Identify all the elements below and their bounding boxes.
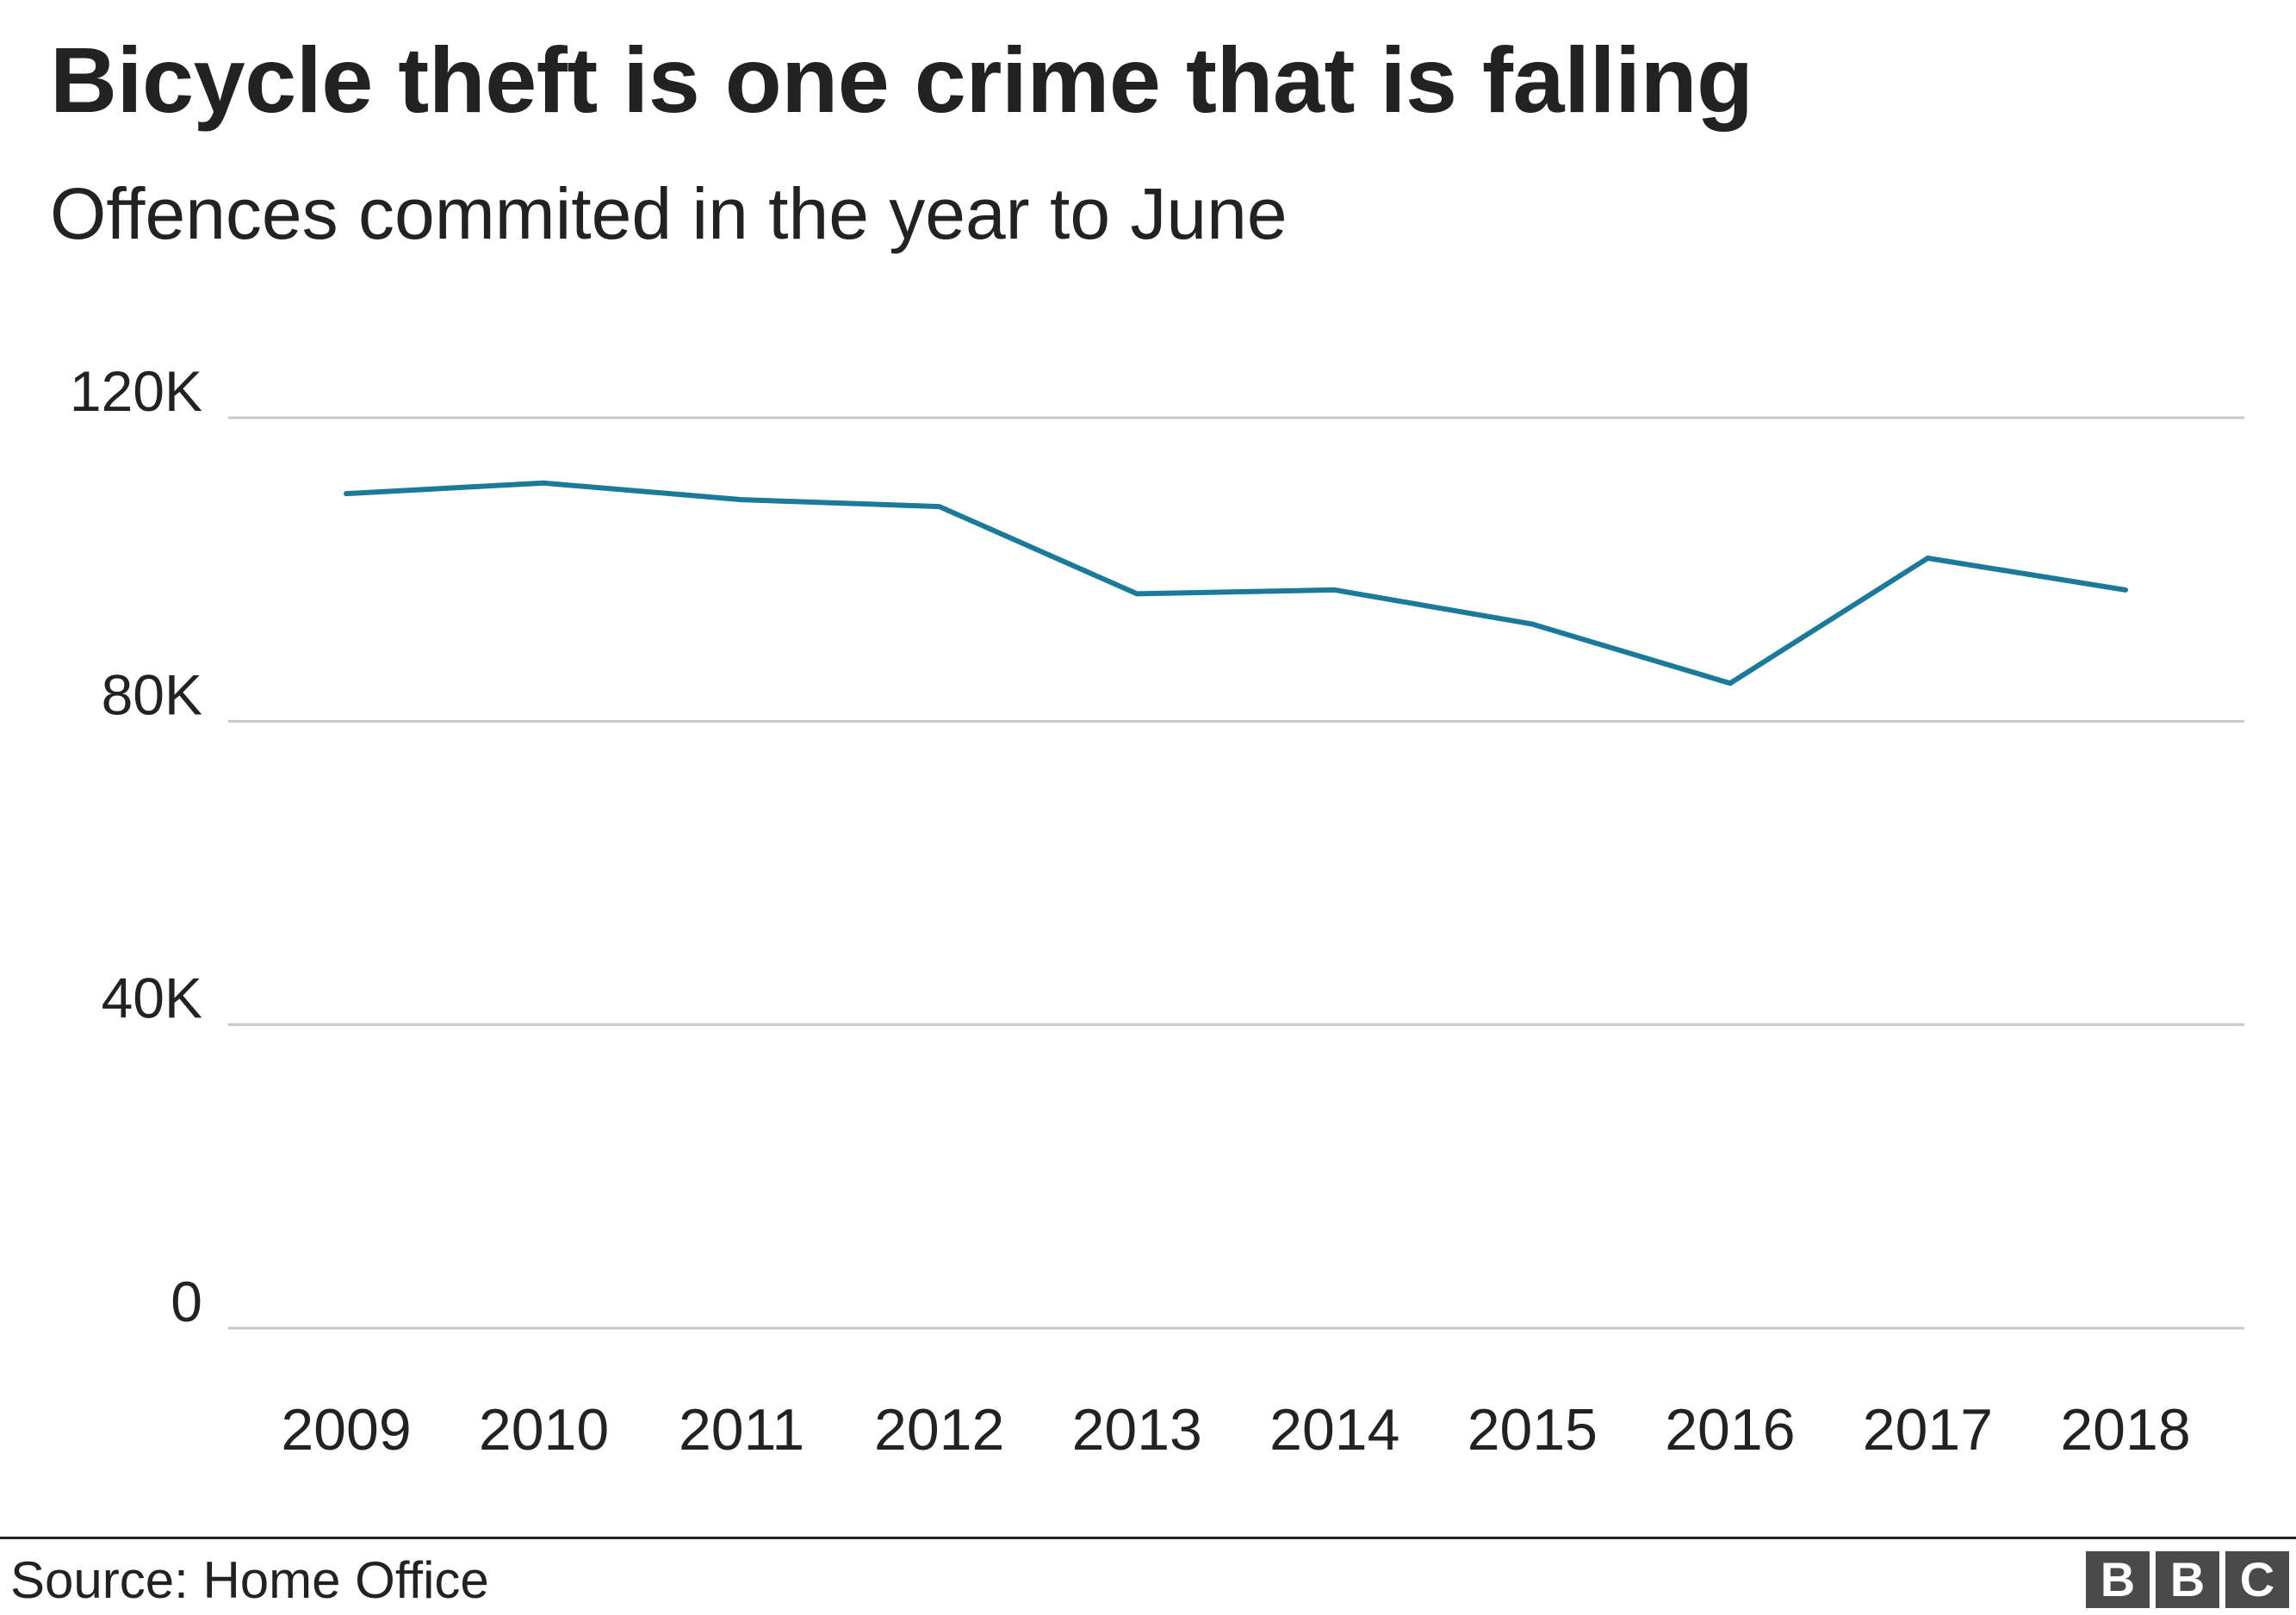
y-tick-label: 40K — [102, 966, 202, 1030]
source-note: Source: Home Office — [10, 1551, 489, 1609]
x-tick-label: 2016 — [1665, 1397, 1795, 1463]
logo-letter: B — [2156, 1551, 2219, 1608]
bbc-logo: B B C — [2086, 1551, 2289, 1608]
chart-title: Bicycle theft is one crime that is falli… — [50, 28, 1753, 132]
logo-letter: C — [2225, 1551, 2289, 1608]
x-tick-label: 2011 — [679, 1397, 804, 1463]
y-tick-label: 80K — [102, 662, 202, 726]
x-tick-label: 2013 — [1072, 1397, 1202, 1463]
x-tick-label: 2009 — [281, 1397, 411, 1463]
x-tick-label: 2018 — [2060, 1397, 2190, 1463]
y-tick-label: 120K — [70, 359, 202, 423]
x-tick-label: 2014 — [1269, 1397, 1399, 1463]
x-tick-label: 2010 — [479, 1397, 609, 1463]
x-tick-label: 2015 — [1468, 1397, 1598, 1463]
footer-divider — [0, 1537, 2296, 1539]
x-tick-label: 2012 — [874, 1397, 1004, 1463]
series-line — [344, 480, 2128, 686]
line-chart: 0 40K 80K 120K 2009 2010 2011 2012 2013 2014 2015 2… — [70, 359, 2244, 1463]
logo-letter: B — [2086, 1551, 2150, 1608]
chart-subtitle: Offences commited in the year to June — [50, 173, 1288, 254]
x-tick-label: 2017 — [1863, 1397, 1993, 1463]
y-tick-label: 0 — [171, 1270, 202, 1333]
